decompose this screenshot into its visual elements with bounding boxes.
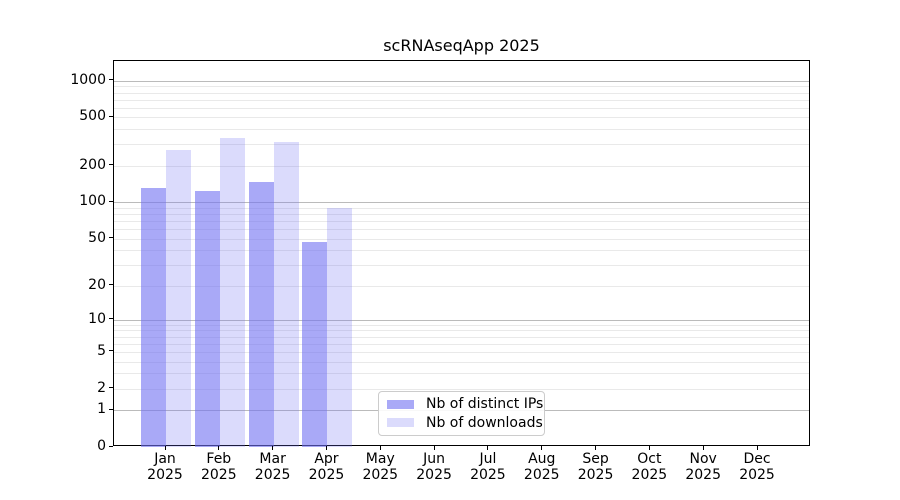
x-tick-label: Oct 2025 (631, 451, 668, 483)
gridline-minor (114, 129, 809, 131)
gridline-minor (114, 351, 809, 353)
x-tickmark (379, 446, 381, 450)
x-tickmark (164, 446, 166, 450)
plot-area (113, 60, 810, 447)
x-tickmark (433, 446, 435, 450)
y-tick-label: 5 (97, 342, 106, 359)
legend-item-distinct-ips: Nb of distinct IPs (387, 396, 543, 412)
bar-distinct-ips-jan (141, 187, 166, 447)
y-tick-label: 1 (97, 401, 106, 418)
y-tickmark (109, 200, 113, 202)
x-tick-label: Dec 2025 (739, 451, 775, 483)
gridline-minor (114, 238, 809, 240)
y-tickmark (109, 387, 113, 389)
x-tick-label: Apr 2025 (308, 451, 345, 483)
y-tick-label: 2 (97, 379, 106, 396)
bar-downloads-feb (219, 137, 245, 447)
x-tickmark (595, 446, 597, 450)
y-tick-label: 10 (88, 310, 106, 327)
gridline-minor (114, 220, 809, 222)
x-tickmark (325, 446, 327, 450)
gridline-minor (114, 361, 809, 363)
gridline-minor (114, 343, 809, 345)
x-tickmark (272, 446, 274, 450)
y-tick-label: 100 (79, 193, 106, 210)
legend-label-distinct-ips: Nb of distinct IPs (426, 396, 544, 413)
bar-distinct-ips-mar (248, 182, 274, 447)
y-tickmark (109, 350, 113, 352)
y-tickmark (109, 237, 113, 239)
y-tick-label: 1000 (70, 71, 106, 88)
bar-distinct-ips-apr (302, 241, 328, 447)
gridline-minor (114, 144, 809, 146)
gridline-minor (114, 92, 809, 94)
legend: Nb of distinct IPs Nb of downloads (378, 391, 545, 436)
gridline-minor (114, 373, 809, 375)
x-tickmark (648, 446, 650, 450)
x-tick-label: Feb 2025 (200, 451, 237, 483)
gridline-minor (114, 207, 809, 209)
gridline-minor (114, 285, 809, 287)
x-tickmark (702, 446, 704, 450)
x-tick-label: Jun 2025 (416, 451, 452, 483)
y-tick-label: 20 (88, 276, 106, 293)
bar-distinct-ips-feb (194, 190, 220, 447)
gridline-minor (114, 99, 809, 101)
legend-swatch-distinct-ips (387, 399, 414, 409)
legend-label-downloads: Nb of downloads (426, 414, 543, 431)
y-tickmark (109, 79, 113, 81)
gridline-minor (114, 213, 809, 215)
x-tick-label: Sep 2025 (577, 451, 614, 483)
x-tick-label: Jan 2025 (147, 451, 183, 483)
y-tick-label: 0 (97, 438, 106, 454)
gridline-major (114, 202, 809, 204)
gridline-minor (114, 264, 809, 266)
gridline-minor (114, 330, 809, 332)
y-tickmark (109, 408, 113, 410)
x-tick-label: Nov 2025 (685, 451, 721, 483)
bar-downloads-jan (166, 149, 191, 447)
y-tick-label: 200 (79, 156, 106, 173)
gridline-minor (114, 336, 809, 338)
y-tick-label: 50 (88, 229, 106, 246)
y-tickmark (109, 284, 113, 286)
x-tickmark (487, 446, 489, 450)
chart-title: scRNAseqApp 2025 (383, 36, 540, 55)
y-tick-label: 500 (79, 108, 106, 125)
y-tickmark (109, 164, 113, 166)
gridline-minor (114, 107, 809, 109)
gridline-minor (114, 86, 809, 88)
gridline-major (114, 80, 809, 82)
gridline-major (114, 319, 809, 321)
gridline-minor (114, 324, 809, 326)
x-tick-label: May 2025 (362, 451, 399, 483)
gridline-minor (114, 250, 809, 252)
y-tickmark (109, 445, 113, 447)
x-tick-label: Aug 2025 (523, 451, 560, 483)
gridline-minor (114, 388, 809, 390)
bar-downloads-mar (273, 142, 299, 447)
gridline-minor (114, 117, 809, 119)
gridline-minor (114, 165, 809, 167)
gridline-minor (114, 229, 809, 231)
x-tickmark (541, 446, 543, 450)
x-tickmark (218, 446, 220, 450)
bar-downloads-apr (327, 208, 353, 447)
legend-swatch-downloads (387, 418, 414, 428)
x-tick-label: Jul 2025 (470, 451, 506, 483)
legend-item-downloads: Nb of downloads (387, 415, 543, 431)
y-tickmark (109, 318, 113, 320)
x-tickmark (756, 446, 758, 450)
y-tickmark (109, 115, 113, 117)
x-tick-label: Mar 2025 (254, 451, 291, 483)
